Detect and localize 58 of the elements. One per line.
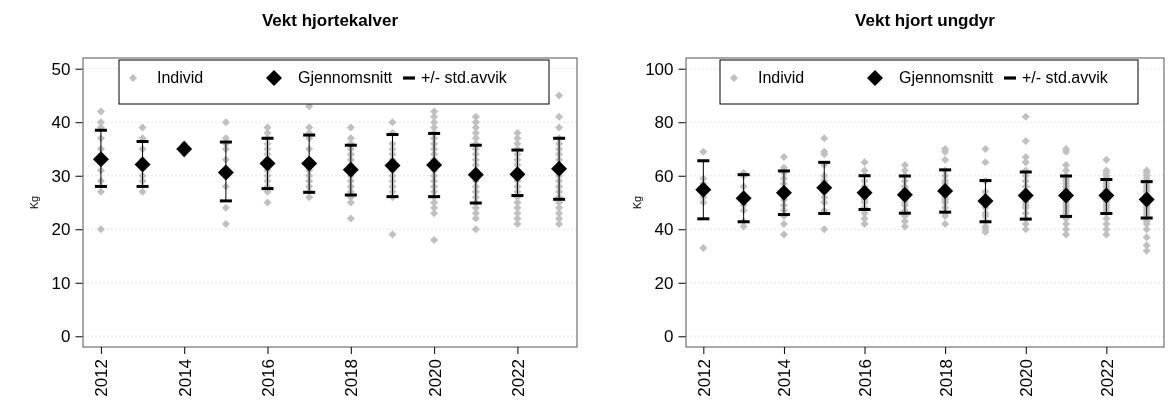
annotation: +/- std.avvik	[421, 69, 508, 86]
point	[816, 179, 833, 196]
point	[775, 184, 792, 201]
y-tick-label: 30	[51, 166, 71, 186]
point	[977, 192, 994, 209]
point	[1017, 187, 1034, 204]
y-tick-label: 100	[645, 59, 674, 79]
point	[509, 166, 526, 183]
point	[342, 161, 359, 178]
x-tick-label: 2016	[258, 359, 278, 397]
x-tick-label: 2018	[936, 359, 956, 397]
point	[551, 160, 568, 177]
point	[937, 182, 954, 199]
x-tick-label: 2020	[1017, 359, 1037, 397]
x-tick-label: 2022	[508, 359, 528, 397]
x-tick-label: 2012	[92, 359, 112, 397]
y-tick-label: 40	[654, 220, 674, 240]
y-tick-label: 40	[51, 113, 71, 133]
legend-label: Individ	[157, 69, 204, 86]
y-axis-title: Kg	[28, 195, 40, 210]
point	[1138, 191, 1155, 208]
point	[426, 157, 443, 174]
point	[1098, 187, 1115, 204]
chart-title: Vekt hjort ungdyr	[855, 11, 996, 30]
point	[92, 151, 109, 168]
y-tick-label: 10	[51, 273, 71, 293]
y-tick-label: 0	[664, 327, 674, 347]
x-tick-label: 2012	[694, 359, 714, 397]
point	[384, 157, 401, 174]
legend-label: Gjennomsnitt	[298, 69, 393, 86]
y-tick-label: 50	[51, 59, 71, 79]
y-tick-label: 20	[51, 220, 71, 240]
x-tick-label: 2014	[175, 359, 195, 397]
chart-title: Vekt hjortekalver	[261, 11, 399, 30]
point	[176, 140, 193, 157]
y-axis-title: Kg	[631, 195, 643, 210]
x-tick-label: 2014	[775, 359, 795, 397]
legend-label: Individ	[758, 69, 805, 86]
y-tick-label: 80	[654, 113, 674, 133]
legend-label: Gjennomsnitt	[899, 69, 994, 86]
x-tick-label: 2020	[425, 359, 445, 397]
point	[259, 155, 276, 172]
x-tick-label: 2018	[342, 359, 362, 397]
point	[467, 166, 484, 183]
x-tick-label: 2016	[855, 359, 875, 397]
point	[856, 184, 873, 201]
point	[735, 190, 752, 207]
point	[695, 181, 712, 198]
y-tick-label: 60	[654, 166, 674, 186]
point	[1058, 187, 1075, 204]
y-tick-label: 20	[654, 273, 674, 293]
x-tick-label: 2022	[1097, 359, 1117, 397]
annotation: +/- std.avvik	[1022, 69, 1109, 86]
y-tick-label: 0	[61, 327, 71, 347]
point	[896, 186, 913, 203]
point	[217, 164, 234, 181]
point	[301, 155, 318, 172]
point	[134, 156, 151, 173]
